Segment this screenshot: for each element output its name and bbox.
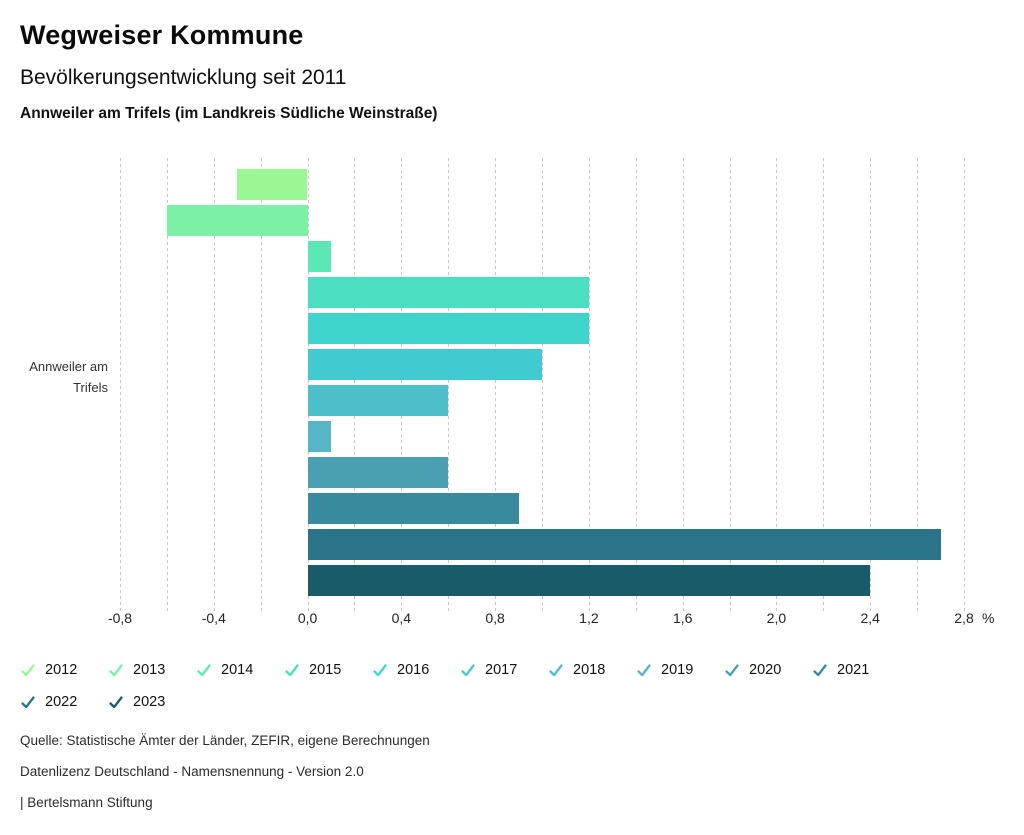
bar-2023[interactable] [307, 565, 871, 596]
check-icon [109, 696, 123, 709]
license-text: Datenlizenz Deutschland - Namensnennung … [20, 764, 364, 779]
legend-item-2023[interactable]: 2023 [108, 686, 196, 718]
check-icon [21, 696, 35, 709]
x-axis-tick-label: -0,4 [201, 610, 226, 626]
check-icon [285, 664, 299, 677]
gridline [260, 158, 262, 611]
check-icon [725, 664, 739, 677]
x-axis-tick-label: 0,8 [485, 610, 505, 626]
bar-2015[interactable] [307, 277, 589, 308]
gridline [542, 158, 543, 611]
legend-label: 2018 [573, 662, 606, 678]
legend-label: 2012 [45, 662, 78, 678]
gridline [823, 158, 825, 611]
category-label-line-1: Annweiler am [29, 359, 108, 374]
gridline [495, 158, 497, 611]
legend-item-2014[interactable]: 2014 [196, 654, 284, 686]
gridline [213, 158, 215, 611]
legend-label: 2016 [397, 662, 430, 678]
legend-item-2021[interactable]: 2021 [812, 654, 900, 686]
gridline [917, 158, 919, 611]
gridline [635, 158, 637, 611]
bar-2020[interactable] [307, 457, 449, 488]
bar-2013[interactable] [166, 205, 308, 236]
check-icon [197, 664, 211, 677]
check-icon [109, 664, 123, 677]
gridline [120, 158, 121, 611]
legend-label: 2013 [133, 662, 166, 678]
bar-2017[interactable] [307, 349, 542, 380]
legend-label: 2023 [133, 694, 166, 710]
legend-label: 2015 [309, 662, 342, 678]
legend-item-2016[interactable]: 2016 [372, 654, 460, 686]
gridline [870, 158, 872, 611]
check-icon [637, 664, 651, 677]
bar-2012[interactable] [237, 169, 308, 200]
legend-item-2013[interactable]: 2013 [108, 654, 196, 686]
chart-subtitle: Annweiler am Trifels (im Landkreis Südli… [20, 105, 438, 122]
legend-item-2022[interactable]: 2022 [20, 686, 108, 718]
gridline [448, 158, 450, 611]
check-icon [21, 664, 35, 677]
x-axis-unit-label: % [982, 610, 995, 626]
bar-2022[interactable] [307, 529, 941, 560]
legend-item-2019[interactable]: 2019 [636, 654, 724, 686]
gridline [354, 158, 356, 611]
check-icon [461, 664, 475, 677]
legend-label: 2020 [749, 662, 782, 678]
x-axis-tick-label: 2,4 [860, 610, 880, 626]
legend-item-2020[interactable]: 2020 [724, 654, 812, 686]
legend-item-2015[interactable]: 2015 [284, 654, 372, 686]
legend: 2012 2013 2014 2015 2016 2017 2018 2019 2020 2021… [20, 654, 940, 718]
legend-item-2017[interactable]: 2017 [460, 654, 548, 686]
bar-2014[interactable] [307, 241, 331, 272]
gridline [776, 158, 778, 611]
chart-title: Bevölkerungsentwicklung seit 2011 [20, 66, 347, 89]
gridline [588, 158, 590, 611]
bar-2016[interactable] [307, 313, 589, 344]
x-axis-tick-label: 1,6 [672, 610, 693, 626]
y-axis-category-label: Annweiler am Trifels [0, 356, 108, 398]
gridline [729, 158, 731, 611]
gridline [307, 158, 309, 611]
check-icon [813, 664, 827, 677]
x-axis-tick-label: 2,8 [954, 610, 974, 626]
category-label-line-2: Trifels [73, 380, 108, 395]
gridline [682, 158, 684, 611]
legend-label: 2014 [221, 662, 254, 678]
legend-label: 2019 [661, 662, 694, 678]
legend-item-2018[interactable]: 2018 [548, 654, 636, 686]
legend-label: 2021 [837, 662, 870, 678]
bar-2021[interactable] [307, 493, 519, 524]
gridline [166, 158, 168, 611]
x-axis-tick-label: -0,8 [107, 610, 133, 626]
x-axis-tick-label: 2,0 [766, 610, 787, 626]
source-text: Quelle: Statistische Ämter der Länder, Z… [20, 733, 430, 748]
x-axis-tick-label: 1,2 [579, 610, 599, 626]
gridline [401, 158, 403, 611]
gridline [964, 158, 965, 611]
app-title: Wegweiser Kommune [20, 20, 304, 50]
legend-label: 2017 [485, 662, 518, 678]
legend-item-2012[interactable]: 2012 [20, 654, 108, 686]
legend-label: 2022 [45, 694, 78, 710]
publisher-text: | Bertelsmann Stiftung [20, 795, 153, 810]
bar-2019[interactable] [307, 421, 331, 452]
check-icon [549, 664, 563, 677]
x-axis-tick-label: 0,0 [297, 610, 318, 626]
bar-2018[interactable] [307, 385, 449, 416]
x-axis-tick-label: 0,4 [391, 610, 412, 626]
check-icon [373, 664, 387, 677]
